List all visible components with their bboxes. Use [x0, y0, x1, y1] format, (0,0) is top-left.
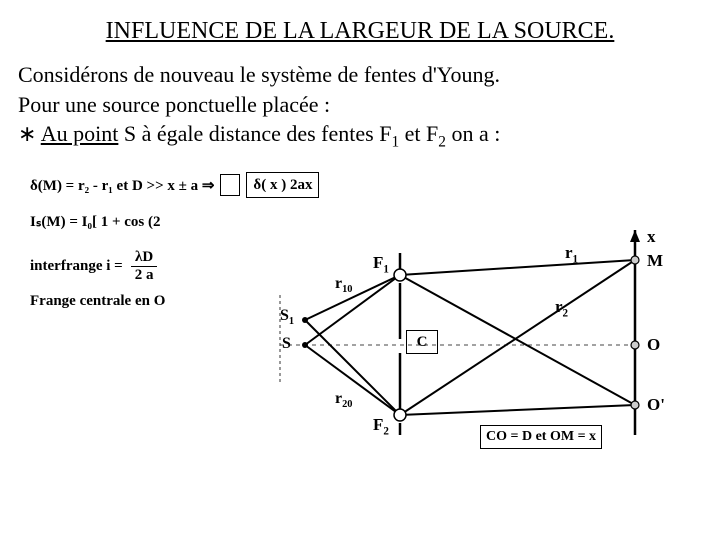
frac-num: λD	[131, 249, 157, 267]
ray-f2-op	[400, 405, 635, 415]
label-s1: S1	[280, 307, 294, 327]
point-m	[631, 256, 639, 264]
intro-line3-underline: Au point	[41, 121, 119, 146]
label-c-box: C	[406, 330, 438, 354]
empty-box-icon	[220, 174, 240, 196]
label-r10: r10	[335, 275, 353, 295]
point-s	[302, 342, 308, 348]
diagram-svg	[230, 235, 700, 455]
ray-s1-f1	[305, 275, 400, 320]
point-o	[631, 341, 639, 349]
intro-line3-rest: S à égale distance des fentes F	[118, 121, 391, 146]
arrowhead-x	[630, 230, 640, 242]
point-op	[631, 401, 639, 409]
formula-intensity: Iₛ(M) = I₀[ 1 + cos (2	[30, 212, 370, 231]
intro-line3-mid: et F	[399, 121, 438, 146]
label-f2: F2	[373, 415, 389, 437]
interfrange-label: interfrange i =	[30, 258, 123, 275]
frac-den: 2 a	[131, 267, 158, 284]
intro-line3: ∗ Au point S à égale distance des fentes…	[18, 119, 702, 153]
slit-f1-icon	[394, 269, 406, 281]
intro-line2: Pour une source ponctuelle placée :	[18, 90, 702, 120]
delta-def: δ(M) = r₂ - r₁ et D >> x ± a ⇒	[30, 176, 214, 195]
intro-line3-tail: on a :	[446, 121, 500, 146]
label-co-box: CO = D et OM = x	[480, 425, 602, 449]
interfrange-fraction: λD 2 a	[131, 249, 158, 283]
label-f1: F1	[373, 253, 389, 275]
formula-delta: δ(M) = r₂ - r₁ et D >> x ± a ⇒ δ( x ) 2a…	[30, 172, 370, 198]
point-s1	[302, 317, 308, 323]
intro-line1: Considérons de nouveau le système de fen…	[18, 60, 702, 90]
label-s: S	[282, 335, 291, 353]
label-op: O'	[647, 395, 665, 415]
bullet-asterisk: ∗	[18, 121, 41, 146]
label-r20: r20	[335, 390, 353, 410]
intro-text: Considérons de nouveau le système de fen…	[18, 60, 702, 154]
label-o: O	[647, 335, 660, 355]
label-x: x	[647, 227, 656, 247]
label-r1: r1	[565, 243, 578, 265]
label-r2: r2	[555, 297, 568, 319]
label-m: M	[647, 251, 663, 271]
sub-f2: 2	[438, 134, 446, 151]
young-slits-diagram: F1 F2 r10 r20 r1 r2 S1 S C x M O O' CO =…	[230, 235, 700, 455]
page-title: INFLUENCE DE LA LARGEUR DE LA SOURCE.	[0, 18, 720, 45]
ray-r1	[400, 260, 635, 275]
delta-x-box: δ( x ) 2ax	[246, 172, 319, 198]
sub-f1: 1	[391, 134, 399, 151]
slit-f2-icon	[394, 409, 406, 421]
intensity-text: Iₛ(M) = I₀[ 1 + cos (2	[30, 214, 161, 230]
ray-s-f2	[305, 345, 400, 415]
ray-s1-f2	[305, 320, 400, 415]
